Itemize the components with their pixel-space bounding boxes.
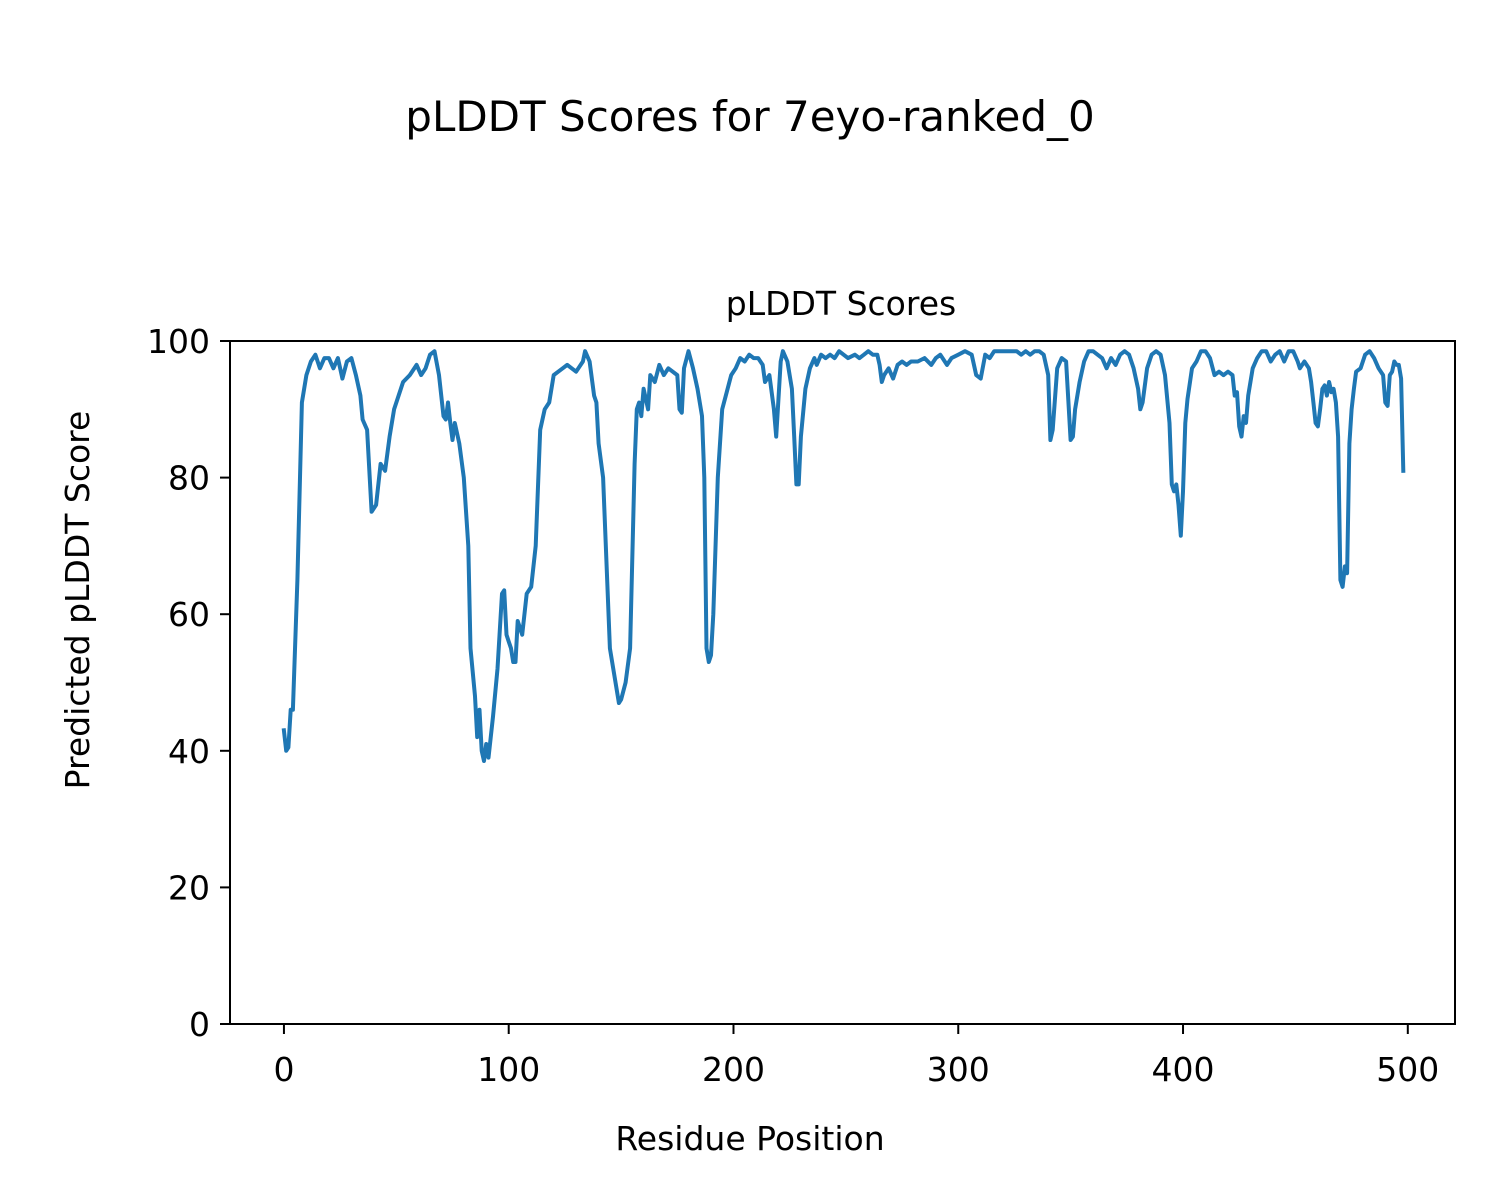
plot-area: 0 100 200 300 400 500 0 20 40 60 80 100 [147, 322, 1456, 1089]
x-tick-label: 100 [477, 1050, 540, 1089]
x-tick-label: 500 [1376, 1050, 1439, 1089]
x-tick-label: 0 [273, 1050, 294, 1089]
x-tick-label: 300 [927, 1050, 990, 1089]
figure-suptitle: pLDDT Scores for 7eyo-ranked_0 [405, 92, 1095, 141]
axes-frame [229, 340, 1456, 1025]
y-tick-label: 0 [189, 1005, 210, 1044]
y-axis-label: Predicted pLDDT Score [58, 411, 97, 790]
y-tick-label: 60 [168, 595, 210, 634]
y-tick-label: 40 [168, 732, 210, 771]
x-tick-label: 200 [702, 1050, 765, 1089]
y-axis-ticks: 0 20 40 60 80 100 [147, 322, 230, 1044]
y-tick-label: 100 [147, 322, 210, 361]
x-axis-label: Residue Position [615, 1119, 884, 1158]
chart-title: pLDDT Scores [726, 284, 956, 323]
plddt-series-line [281, 349, 1406, 763]
y-tick-label: 80 [168, 459, 210, 498]
y-tick-label: 20 [168, 868, 210, 907]
x-tick-label: 400 [1152, 1050, 1215, 1089]
x-axis-ticks: 0 100 200 300 400 500 [273, 1024, 1439, 1089]
